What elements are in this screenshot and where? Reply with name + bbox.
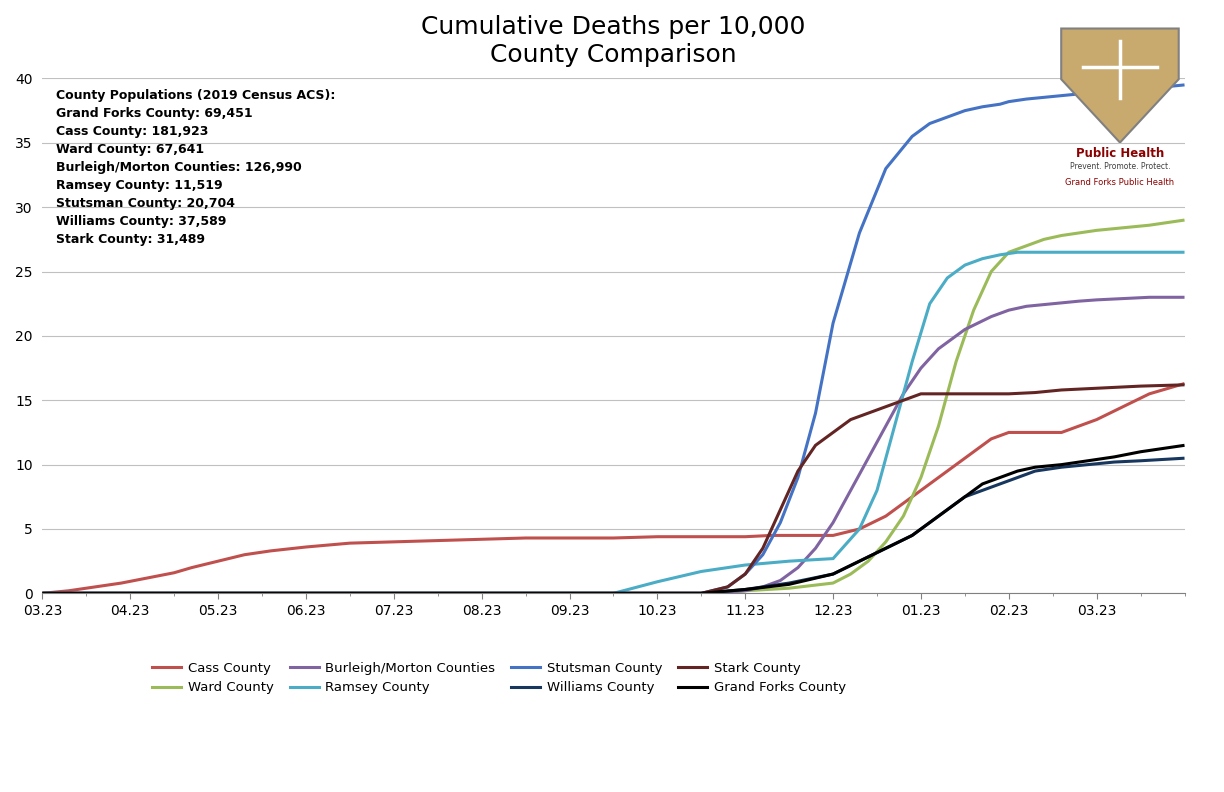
Title: Cumulative Deaths per 10,000
County Comparison: Cumulative Deaths per 10,000 County Comp… — [421, 15, 805, 67]
Text: Prevent. Promote. Protect.: Prevent. Promote. Protect. — [1070, 162, 1170, 171]
Text: Public Health: Public Health — [1076, 147, 1164, 159]
Text: County Populations (2019 Census ACS):
Grand Forks County: 69,451
Cass County: 18: County Populations (2019 Census ACS): Gr… — [56, 89, 335, 246]
Text: Grand Forks Public Health: Grand Forks Public Health — [1065, 178, 1175, 187]
Polygon shape — [1061, 29, 1179, 143]
Legend: Cass County, Ward County, Burleigh/Morton Counties, Ramsey County, Stutsman Coun: Cass County, Ward County, Burleigh/Morto… — [153, 662, 846, 695]
